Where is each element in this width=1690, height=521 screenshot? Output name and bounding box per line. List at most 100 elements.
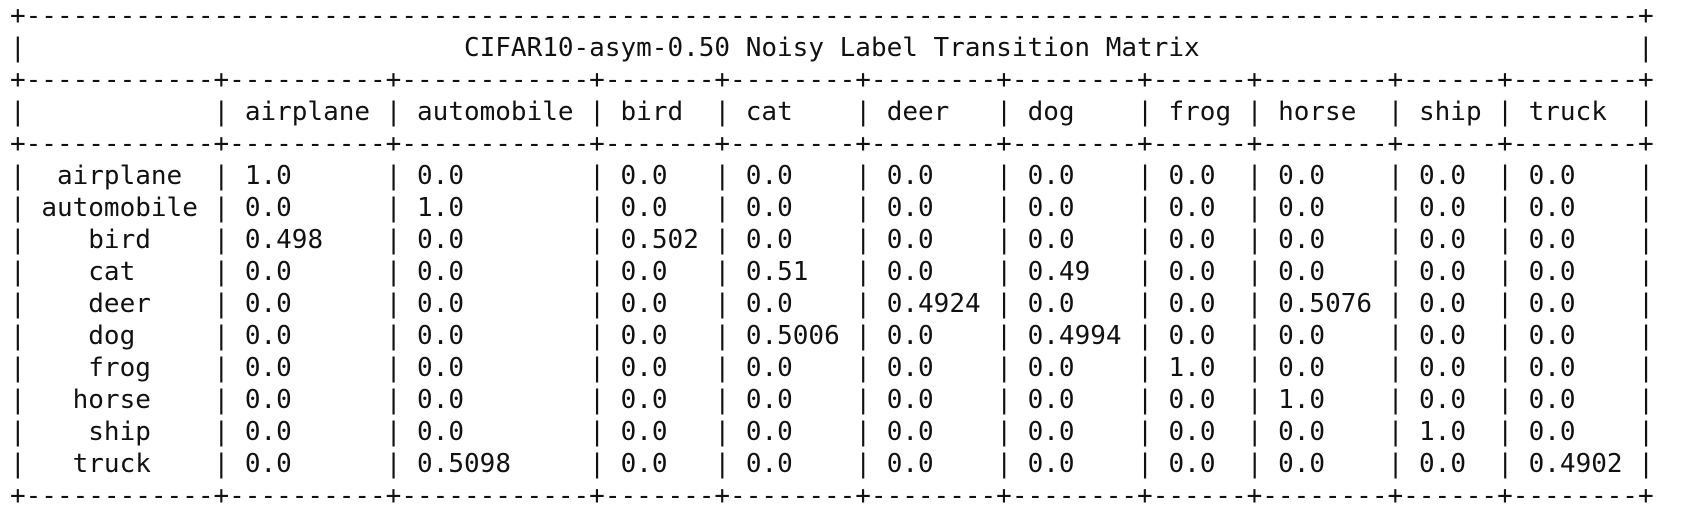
column-separator: | xyxy=(589,97,605,127)
matrix-cell: 0.0 xyxy=(417,417,465,447)
matrix-cell: 0.0 xyxy=(886,225,934,255)
matrix-cell: 0.0 xyxy=(745,193,793,223)
column-separator: | xyxy=(213,225,230,255)
row-label: truck xyxy=(72,449,151,479)
matrix-cell: 0.0 xyxy=(1419,385,1466,415)
column-separator: | xyxy=(855,449,872,479)
matrix-cell: 0.0 xyxy=(1528,193,1576,223)
column-separator: | xyxy=(714,417,731,447)
column-separator: | xyxy=(1638,193,1654,223)
column-separator: | xyxy=(1137,385,1153,415)
table-row: | frog | 0.0 | 0.0 | 0.0 | 0.0 | 0.0 | 0… xyxy=(10,353,1654,383)
matrix-cell: 0.0 xyxy=(244,193,292,223)
matrix-cell: 0.0 xyxy=(1528,225,1576,255)
matrix-cell: 0.0 xyxy=(1419,257,1466,287)
column-separator: | xyxy=(213,161,230,191)
column-separator: | xyxy=(589,353,605,383)
column-separator: | xyxy=(714,449,731,479)
matrix-cell: 0.0 xyxy=(417,321,465,351)
column-separator: | xyxy=(1497,193,1513,223)
column-separator: | xyxy=(10,353,26,383)
column-separator: | xyxy=(1246,321,1263,351)
column-separator: | xyxy=(589,321,605,351)
matrix-cell: 0.0 xyxy=(1528,321,1576,351)
matrix-cell: 0.0 xyxy=(417,385,465,415)
matrix-cell: 0.0 xyxy=(886,257,934,287)
column-separator: | xyxy=(10,225,26,255)
column-header-automobile: automobile xyxy=(417,97,574,127)
column-separator: | xyxy=(1246,385,1263,415)
column-separator: | xyxy=(589,289,605,319)
matrix-cell: 0.0 xyxy=(886,385,934,415)
matrix-cell: 0.0 xyxy=(417,353,465,383)
column-separator: | xyxy=(1387,97,1404,127)
column-separator: | xyxy=(714,257,731,287)
matrix-cell: 0.0 xyxy=(886,321,934,351)
matrix-cell: 0.0 xyxy=(1419,353,1466,383)
column-separator: | xyxy=(1137,353,1153,383)
column-separator: | xyxy=(589,417,605,447)
column-separator: | xyxy=(855,97,872,127)
matrix-cell: 0.0 xyxy=(244,321,292,351)
table-row: | horse | 0.0 | 0.0 | 0.0 | 0.0 | 0.0 | … xyxy=(10,385,1654,415)
column-header-dog: dog xyxy=(1027,97,1075,127)
matrix-cell: 0.502 xyxy=(620,225,699,255)
column-separator: | xyxy=(1246,193,1263,223)
column-separator: | xyxy=(714,193,731,223)
column-separator: | xyxy=(213,193,230,223)
column-header-truck: truck xyxy=(1528,97,1607,127)
table-row: | ship | 0.0 | 0.0 | 0.0 | 0.0 | 0.0 | 0… xyxy=(10,417,1654,447)
matrix-cell: 0.0 xyxy=(886,417,934,447)
matrix-cell: 0.4924 xyxy=(886,289,981,319)
column-separator: | xyxy=(1246,353,1263,383)
matrix-cell: 0.0 xyxy=(886,161,934,191)
column-separator: | xyxy=(1246,97,1263,127)
column-separator: | xyxy=(213,353,230,383)
column-separator: | xyxy=(385,417,402,447)
matrix-cell: 0.0 xyxy=(1528,385,1576,415)
matrix-cell: 0.5098 xyxy=(417,449,511,479)
column-separator: | xyxy=(1497,385,1513,415)
column-separator: | xyxy=(714,225,731,255)
column-separator: | xyxy=(855,161,872,191)
column-separator: | xyxy=(1387,289,1404,319)
column-separator: | xyxy=(385,97,402,127)
matrix-cell: 0.0 xyxy=(1168,193,1216,223)
matrix-cell: 1.0 xyxy=(244,161,292,191)
matrix-cell: 0.0 xyxy=(745,225,793,255)
matrix-cell: 0.0 xyxy=(620,449,668,479)
column-separator: | xyxy=(714,321,731,351)
column-separator: | xyxy=(1497,449,1513,479)
column-separator: | xyxy=(1387,193,1404,223)
column-separator: | xyxy=(996,225,1012,255)
column-header-bird: bird xyxy=(620,97,684,127)
column-separator: | xyxy=(1246,417,1263,447)
matrix-cell: 0.0 xyxy=(1027,353,1075,383)
column-separator: | xyxy=(10,449,26,479)
matrix-cell: 0.0 xyxy=(620,257,668,287)
column-separator: | xyxy=(1137,97,1153,127)
matrix-cell: 0.0 xyxy=(417,225,465,255)
column-separator: | xyxy=(589,225,605,255)
matrix-cell: 0.0 xyxy=(244,385,292,415)
column-separator: | xyxy=(996,449,1012,479)
column-separator: | xyxy=(1387,321,1404,351)
matrix-cell: 0.0 xyxy=(1278,161,1326,191)
column-separator: | xyxy=(996,257,1012,287)
column-separator: | xyxy=(10,97,26,127)
column-separator: | xyxy=(385,385,402,415)
column-header-frog: frog xyxy=(1168,97,1232,127)
matrix-cell: 0.0 xyxy=(1278,417,1326,447)
column-header-airplane: airplane xyxy=(244,97,371,127)
column-separator: | xyxy=(10,417,26,447)
matrix-cell: 0.0 xyxy=(745,449,793,479)
column-separator: | xyxy=(855,225,872,255)
column-separator: | xyxy=(1497,161,1513,191)
column-header-cat: cat xyxy=(745,97,793,127)
column-separator: | xyxy=(10,193,26,223)
column-separator: | xyxy=(714,97,731,127)
matrix-cell: 0.0 xyxy=(1168,161,1216,191)
row-label: frog xyxy=(88,353,151,383)
column-header-horse: horse xyxy=(1278,97,1357,127)
column-separator: | xyxy=(589,385,605,415)
